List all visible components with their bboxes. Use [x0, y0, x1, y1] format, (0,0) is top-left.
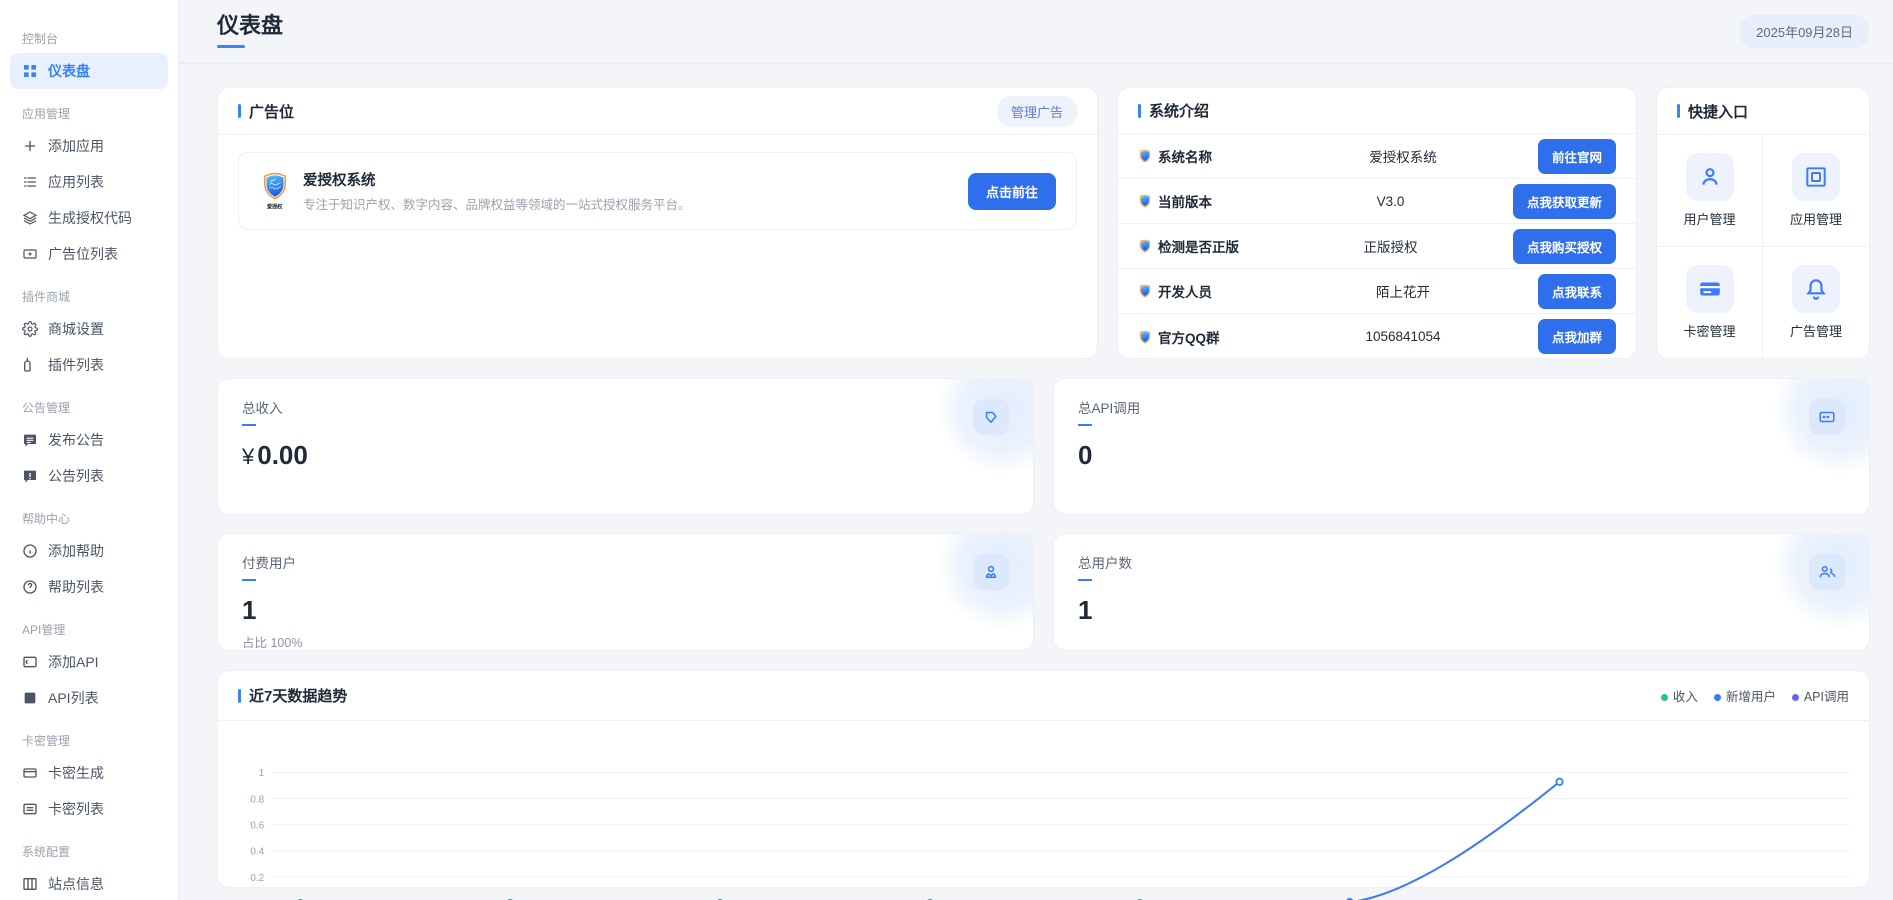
svg-text:0.8: 0.8: [250, 794, 264, 805]
svg-text:0.2: 0.2: [250, 873, 264, 884]
svg-text:0.4: 0.4: [250, 846, 264, 857]
svg-text:1: 1: [259, 768, 265, 779]
svg-text:0.6: 0.6: [250, 820, 264, 831]
